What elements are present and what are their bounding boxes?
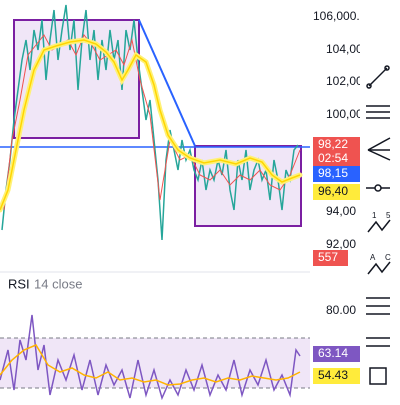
price-chart xyxy=(0,4,310,273)
price-axis: 106,000.00 104,00 102,00 100,00 94,00 92… xyxy=(313,9,373,266)
rsi-pane: RSI 14 close 80.00 63.14 54.43 xyxy=(0,276,360,401)
volume-tag xyxy=(313,250,348,266)
trend-tool[interactable] xyxy=(366,65,390,89)
trend-line xyxy=(138,19,196,147)
fib-tool[interactable] xyxy=(367,219,391,233)
price-label: 106,000.00 xyxy=(313,9,373,23)
countdown: 02:54 xyxy=(318,151,348,165)
measure-tool[interactable] xyxy=(366,337,390,347)
blue-tag xyxy=(313,166,360,182)
rsi-params: 14 close xyxy=(34,276,82,291)
rsi-level: 80.00 xyxy=(326,303,356,317)
pattern-label: A xyxy=(370,253,376,262)
volume: 557 xyxy=(318,250,338,264)
blue-price: 98,15 xyxy=(318,166,348,180)
price-label: 94,00 xyxy=(326,204,356,218)
ranges-tool[interactable] xyxy=(366,297,390,315)
parallel-tool[interactable] xyxy=(366,105,390,119)
price-label: 104,00 xyxy=(326,42,363,56)
toolbar-bg xyxy=(360,0,400,400)
rsi-value-tag xyxy=(313,346,360,362)
last-price: 98,22 xyxy=(318,137,348,151)
yellow-tag xyxy=(313,184,360,200)
pitchfork-tool[interactable] xyxy=(367,137,391,161)
rsi-average: 54.43 xyxy=(318,368,348,382)
countdown-tag xyxy=(313,153,360,166)
pattern-label: C xyxy=(385,253,391,262)
price-label: 100,00 xyxy=(326,107,363,121)
shape-tool[interactable] xyxy=(369,367,387,385)
pattern-tool[interactable] xyxy=(367,261,391,275)
toolbar xyxy=(360,0,400,400)
last-price-tag xyxy=(313,137,360,153)
yellow-price: 96,40 xyxy=(318,184,348,198)
rsi-average-tag xyxy=(313,368,360,384)
price-label: 92,00 xyxy=(326,237,356,251)
rsi-name: RSI xyxy=(8,276,30,291)
rsi-value: 63.14 xyxy=(318,346,348,360)
horizontal-tool[interactable] xyxy=(366,184,390,192)
fib-label: 5 xyxy=(386,211,391,220)
fib-label: 1 xyxy=(372,211,377,220)
price-label: 102,00 xyxy=(326,74,363,88)
